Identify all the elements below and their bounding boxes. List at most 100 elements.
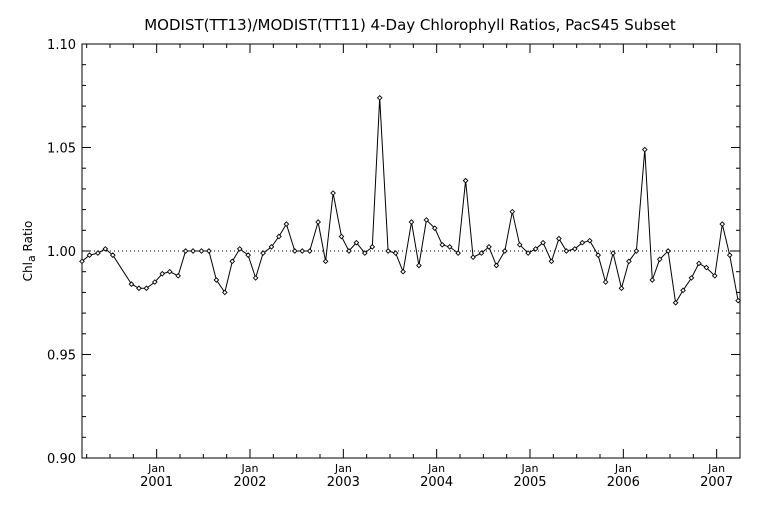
data-point [540, 239, 546, 246]
data-point [283, 221, 290, 227]
y-tick-label: 1.00 [47, 245, 76, 260]
data-point [563, 248, 570, 254]
data-point [315, 219, 321, 225]
data-point [95, 250, 101, 256]
y-axis-label-main: Chl [21, 262, 35, 281]
y-tick-label: 1.10 [47, 38, 76, 53]
data-point [392, 250, 399, 256]
data-point [516, 241, 523, 248]
data-point [462, 177, 469, 184]
data-point [206, 248, 212, 254]
data-point [571, 246, 578, 252]
x-tick-month-label: Jan [521, 462, 539, 475]
data-point [626, 258, 632, 265]
data-point [665, 248, 671, 254]
data-point [586, 237, 593, 244]
data-point [711, 273, 718, 279]
y-axis-label-subscript: a [25, 255, 38, 262]
data-point [525, 250, 531, 256]
data-point [338, 233, 345, 240]
data-point [236, 246, 243, 252]
data-point [431, 225, 438, 232]
data-point [400, 268, 406, 275]
data-point [595, 252, 601, 258]
data-point [688, 275, 695, 281]
data-point [268, 244, 275, 250]
x-tick-month-label: Jan [707, 462, 725, 475]
data-point [478, 250, 485, 256]
data-point [229, 258, 236, 265]
data-point [680, 287, 686, 294]
data-point [455, 250, 461, 256]
x-tick-year-label: 2006 [607, 475, 640, 490]
data-point [159, 270, 166, 277]
data-point [322, 258, 329, 265]
data-point [276, 233, 282, 240]
x-axis: Jan2001Jan2002Jan2003Jan2004Jan2005Jan20… [86, 44, 733, 490]
data-point [385, 248, 391, 254]
x-tick-month-label: Jan [427, 462, 445, 475]
y-axis-label: Chla Ratio [21, 221, 38, 282]
x-tick-year-label: 2005 [513, 475, 546, 490]
y-tick-label: 0.90 [47, 452, 76, 467]
data-point [610, 250, 616, 256]
x-tick-month-label: Jan [334, 462, 352, 475]
y-tick-label: 1.05 [47, 142, 76, 157]
series-line [81, 97, 739, 305]
data-point [166, 268, 173, 275]
data-point [143, 285, 150, 292]
x-tick-month-label: Jan [241, 462, 259, 475]
data-point [128, 281, 135, 287]
data-point [79, 258, 85, 265]
data-point [330, 190, 336, 196]
data-point [109, 252, 116, 258]
data-point [509, 208, 516, 215]
data-point [423, 217, 430, 223]
chart-title: MODIST(TT13)/MODIST(TT11) 4-Day Chloroph… [144, 16, 676, 34]
data-point [656, 256, 663, 263]
data-point [548, 258, 555, 265]
data-point [439, 241, 446, 248]
series-group [79, 94, 741, 306]
data-point [213, 277, 220, 283]
data-point [346, 248, 352, 254]
data-point [291, 248, 298, 254]
data-point [470, 254, 476, 261]
x-tick-year-label: 2001 [140, 475, 173, 490]
data-point [649, 277, 656, 283]
data-point [175, 273, 181, 279]
x-tick-year-label: 2004 [420, 475, 453, 490]
data-point [416, 262, 422, 269]
y-axis-label-rest: Ratio [21, 221, 35, 256]
data-point [190, 248, 196, 254]
data-point [408, 219, 415, 225]
data-point [493, 262, 500, 269]
data-point [86, 252, 93, 258]
y-tick-label: 0.95 [47, 349, 76, 364]
data-point [641, 146, 648, 153]
data-point [136, 285, 142, 292]
data-point [579, 239, 586, 246]
data-point [532, 246, 539, 252]
data-point [221, 289, 228, 296]
data-point [369, 244, 376, 250]
data-point [361, 250, 368, 256]
data-point [602, 279, 609, 285]
data-point [501, 248, 508, 254]
data-point [353, 239, 360, 246]
data-point [672, 299, 679, 306]
data-point [306, 248, 313, 254]
data-point [245, 252, 251, 258]
data-point [376, 94, 383, 101]
x-tick-year-label: 2007 [700, 475, 733, 490]
data-point [556, 235, 562, 242]
data-point [182, 248, 189, 254]
data-point [633, 248, 640, 254]
data-point [299, 248, 306, 254]
data-point [102, 246, 109, 252]
x-tick-year-label: 2002 [233, 475, 266, 490]
data-point [735, 297, 741, 304]
data-point [719, 221, 726, 227]
x-tick-year-label: 2003 [327, 475, 360, 490]
data-point [696, 260, 702, 267]
